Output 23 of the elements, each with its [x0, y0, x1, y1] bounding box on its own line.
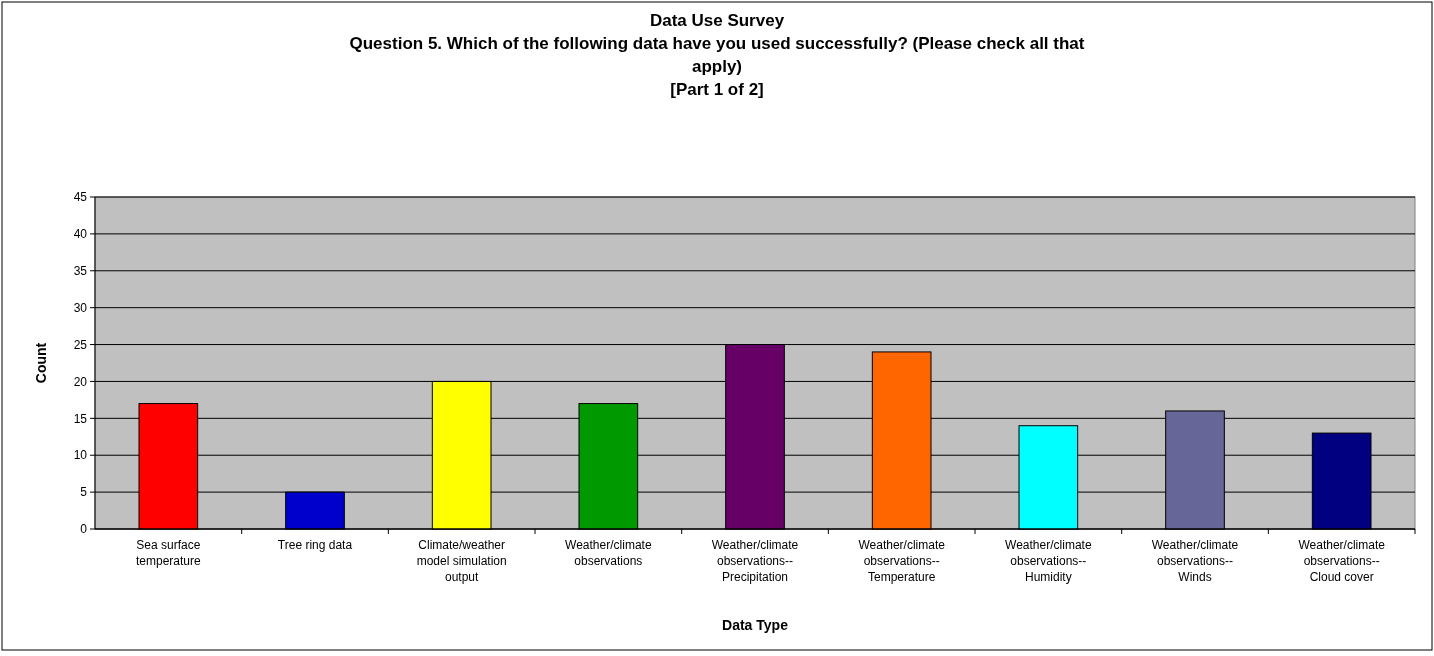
- y-tick-label: 30: [73, 300, 88, 315]
- y-tick-label: 5: [80, 485, 88, 500]
- x-tick-label: Weather/climate observations--Cloud cover: [1298, 538, 1386, 584]
- x-tick-label: Weather/climate observations--Precipitation: [711, 538, 799, 584]
- y-tick-label: 20: [73, 374, 88, 389]
- chart-subtitle: Question 5. Which of the following data have you used successfully? (Please check all that apply) [Part 1 of 2]: [349, 34, 1085, 99]
- x-tick-label: Weather/climate observations--Temperature: [858, 538, 946, 584]
- x-axis-title: Data Type: [722, 617, 789, 633]
- y-tick-label: 25: [73, 337, 88, 352]
- y-tick-label: 40: [73, 227, 88, 242]
- y-tick-label: 45: [73, 190, 88, 205]
- x-tick-label: Weather/climate observations--Winds: [1151, 538, 1239, 584]
- x-tick-label: Climate/weather model simulation output: [416, 538, 507, 584]
- y-axis-title: Count: [33, 342, 49, 384]
- x-tick-label: Weather/climate observations--Humidity: [1005, 538, 1092, 584]
- x-tick-label: Weather/climate observations: [565, 538, 652, 568]
- chart-title: Data Use Survey: [649, 11, 785, 30]
- x-tick-label: Tree ring data: [277, 538, 353, 552]
- y-tick-label: 10: [73, 448, 88, 463]
- y-tick-label: 15: [73, 411, 88, 426]
- y-tick-label: 0: [80, 522, 88, 537]
- x-tick-label: Sea surface temperature: [135, 538, 202, 568]
- y-tick-label: 35: [73, 263, 88, 278]
